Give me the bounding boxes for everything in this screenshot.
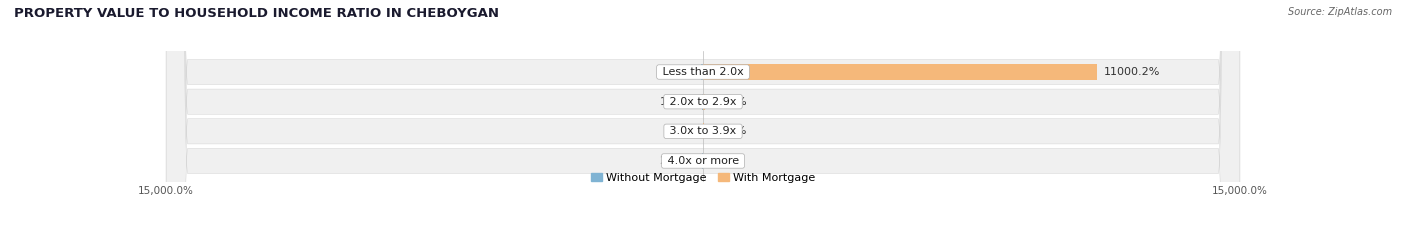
Bar — [703, 93, 704, 110]
Text: Source: ZipAtlas.com: Source: ZipAtlas.com — [1288, 7, 1392, 17]
Bar — [703, 64, 1097, 80]
Text: 11000.2%: 11000.2% — [1104, 67, 1160, 77]
Text: 2.0x to 2.9x: 2.0x to 2.9x — [666, 97, 740, 107]
Text: 14.9%: 14.9% — [659, 97, 696, 107]
FancyBboxPatch shape — [166, 0, 1240, 233]
Text: 28.8%: 28.8% — [659, 156, 695, 166]
Text: PROPERTY VALUE TO HOUSEHOLD INCOME RATIO IN CHEBOYGAN: PROPERTY VALUE TO HOUSEHOLD INCOME RATIO… — [14, 7, 499, 20]
Legend: Without Mortgage, With Mortgage: Without Mortgage, With Mortgage — [591, 173, 815, 183]
FancyBboxPatch shape — [166, 0, 1240, 233]
Text: 4.0x or more: 4.0x or more — [664, 156, 742, 166]
FancyBboxPatch shape — [166, 0, 1240, 233]
Bar — [702, 64, 703, 80]
Text: 9.7%: 9.7% — [710, 156, 740, 166]
Text: 48.6%: 48.6% — [658, 67, 695, 77]
Text: 21.3%: 21.3% — [711, 126, 747, 136]
Text: 3.0x to 3.9x: 3.0x to 3.9x — [666, 126, 740, 136]
Text: Less than 2.0x: Less than 2.0x — [659, 67, 747, 77]
Text: 7.7%: 7.7% — [666, 126, 696, 136]
Text: 48.4%: 48.4% — [711, 97, 748, 107]
FancyBboxPatch shape — [166, 0, 1240, 233]
